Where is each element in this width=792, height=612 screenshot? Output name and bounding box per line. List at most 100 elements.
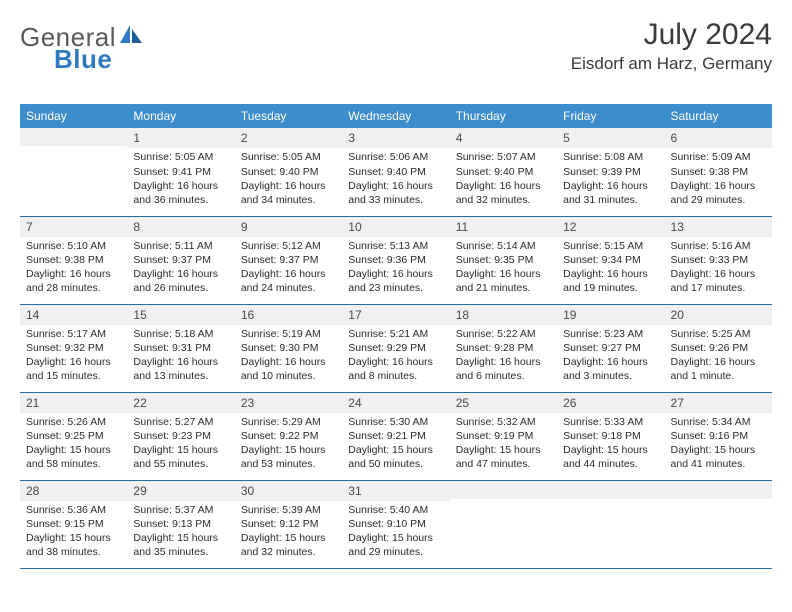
sunrise-text: Sunrise: 5:36 AM [26,503,121,517]
daylight-text: Daylight: 15 hours and 53 minutes. [241,443,336,471]
sunset-text: Sunset: 9:39 PM [563,165,658,179]
sunset-text: Sunset: 9:28 PM [456,341,551,355]
calendar-day-cell: 24Sunrise: 5:30 AMSunset: 9:21 PMDayligh… [342,392,449,480]
brand-text-2: Blue [54,44,112,74]
sunset-text: Sunset: 9:31 PM [133,341,228,355]
sunrise-text: Sunrise: 5:08 AM [563,150,658,164]
sunrise-text: Sunrise: 5:07 AM [456,150,551,164]
calendar-day-cell: 9Sunrise: 5:12 AMSunset: 9:37 PMDaylight… [235,216,342,304]
daylight-text: Daylight: 15 hours and 50 minutes. [348,443,443,471]
day-details: Sunrise: 5:36 AMSunset: 9:15 PMDaylight:… [20,501,127,564]
sunrise-text: Sunrise: 5:09 AM [671,150,766,164]
calendar-day-cell: 13Sunrise: 5:16 AMSunset: 9:33 PMDayligh… [665,216,772,304]
sunrise-text: Sunrise: 5:05 AM [241,150,336,164]
day-number: 17 [342,305,449,325]
calendar-day-cell: 19Sunrise: 5:23 AMSunset: 9:27 PMDayligh… [557,304,664,392]
calendar-week-row: 28Sunrise: 5:36 AMSunset: 9:15 PMDayligh… [20,480,772,568]
sunrise-text: Sunrise: 5:39 AM [241,503,336,517]
daylight-text: Daylight: 15 hours and 44 minutes. [563,443,658,471]
sail-icon [118,23,144,50]
day-details: Sunrise: 5:15 AMSunset: 9:34 PMDaylight:… [557,237,664,300]
day-details: Sunrise: 5:05 AMSunset: 9:40 PMDaylight:… [235,148,342,211]
day-details: Sunrise: 5:26 AMSunset: 9:25 PMDaylight:… [20,413,127,476]
calendar-day-cell: 21Sunrise: 5:26 AMSunset: 9:25 PMDayligh… [20,392,127,480]
day-details: Sunrise: 5:11 AMSunset: 9:37 PMDaylight:… [127,237,234,300]
day-details: Sunrise: 5:21 AMSunset: 9:29 PMDaylight:… [342,325,449,388]
daylight-text: Daylight: 15 hours and 38 minutes. [26,531,121,559]
day-details: Sunrise: 5:13 AMSunset: 9:36 PMDaylight:… [342,237,449,300]
day-details: Sunrise: 5:08 AMSunset: 9:39 PMDaylight:… [557,148,664,211]
sunset-text: Sunset: 9:13 PM [133,517,228,531]
sunrise-text: Sunrise: 5:10 AM [26,239,121,253]
calendar-week-row: 21Sunrise: 5:26 AMSunset: 9:25 PMDayligh… [20,392,772,480]
calendar-day-cell: 2Sunrise: 5:05 AMSunset: 9:40 PMDaylight… [235,128,342,216]
daylight-text: Daylight: 16 hours and 31 minutes. [563,179,658,207]
calendar-day-cell [665,480,772,568]
weekday-header: Thursday [450,104,557,128]
sunrise-text: Sunrise: 5:23 AM [563,327,658,341]
sunrise-text: Sunrise: 5:14 AM [456,239,551,253]
day-number: 26 [557,393,664,413]
sunrise-text: Sunrise: 5:18 AM [133,327,228,341]
day-details: Sunrise: 5:25 AMSunset: 9:26 PMDaylight:… [665,325,772,388]
calendar-day-cell: 20Sunrise: 5:25 AMSunset: 9:26 PMDayligh… [665,304,772,392]
daylight-text: Daylight: 16 hours and 26 minutes. [133,267,228,295]
calendar-day-cell: 25Sunrise: 5:32 AMSunset: 9:19 PMDayligh… [450,392,557,480]
sunset-text: Sunset: 9:33 PM [671,253,766,267]
weekday-header: Sunday [20,104,127,128]
month-title: July 2024 [571,18,772,52]
calendar-day-cell: 14Sunrise: 5:17 AMSunset: 9:32 PMDayligh… [20,304,127,392]
day-number: 9 [235,217,342,237]
sunrise-text: Sunrise: 5:32 AM [456,415,551,429]
daylight-text: Daylight: 16 hours and 15 minutes. [26,355,121,383]
sunrise-text: Sunrise: 5:17 AM [26,327,121,341]
day-number: 18 [450,305,557,325]
daylight-text: Daylight: 16 hours and 3 minutes. [563,355,658,383]
day-number: 11 [450,217,557,237]
sunrise-text: Sunrise: 5:13 AM [348,239,443,253]
day-number: 15 [127,305,234,325]
daylight-text: Daylight: 16 hours and 17 minutes. [671,267,766,295]
calendar-day-cell: 27Sunrise: 5:34 AMSunset: 9:16 PMDayligh… [665,392,772,480]
sunset-text: Sunset: 9:30 PM [241,341,336,355]
sunrise-text: Sunrise: 5:40 AM [348,503,443,517]
day-number: 31 [342,481,449,501]
day-details: Sunrise: 5:30 AMSunset: 9:21 PMDaylight:… [342,413,449,476]
sunset-text: Sunset: 9:40 PM [348,165,443,179]
day-number: 13 [665,217,772,237]
day-number [450,481,557,499]
day-number: 20 [665,305,772,325]
calendar-day-cell: 31Sunrise: 5:40 AMSunset: 9:10 PMDayligh… [342,480,449,568]
daylight-text: Daylight: 15 hours and 35 minutes. [133,531,228,559]
day-number: 16 [235,305,342,325]
sunset-text: Sunset: 9:38 PM [26,253,121,267]
calendar-day-cell: 18Sunrise: 5:22 AMSunset: 9:28 PMDayligh… [450,304,557,392]
sunset-text: Sunset: 9:34 PM [563,253,658,267]
daylight-text: Daylight: 16 hours and 13 minutes. [133,355,228,383]
day-number [665,481,772,499]
weekday-header: Tuesday [235,104,342,128]
day-number: 22 [127,393,234,413]
calendar-table: SundayMondayTuesdayWednesdayThursdayFrid… [20,104,772,569]
calendar-day-cell [557,480,664,568]
sunset-text: Sunset: 9:23 PM [133,429,228,443]
sunset-text: Sunset: 9:38 PM [671,165,766,179]
sunrise-text: Sunrise: 5:19 AM [241,327,336,341]
daylight-text: Daylight: 15 hours and 47 minutes. [456,443,551,471]
day-details: Sunrise: 5:18 AMSunset: 9:31 PMDaylight:… [127,325,234,388]
calendar-page: General July 2024 Eisdorf am Harz, Germa… [0,0,792,579]
day-number: 23 [235,393,342,413]
calendar-day-cell: 26Sunrise: 5:33 AMSunset: 9:18 PMDayligh… [557,392,664,480]
calendar-day-cell: 29Sunrise: 5:37 AMSunset: 9:13 PMDayligh… [127,480,234,568]
daylight-text: Daylight: 16 hours and 8 minutes. [348,355,443,383]
sunset-text: Sunset: 9:40 PM [241,165,336,179]
day-details: Sunrise: 5:19 AMSunset: 9:30 PMDaylight:… [235,325,342,388]
day-details: Sunrise: 5:17 AMSunset: 9:32 PMDaylight:… [20,325,127,388]
day-number: 3 [342,128,449,148]
sunset-text: Sunset: 9:12 PM [241,517,336,531]
calendar-week-row: 1Sunrise: 5:05 AMSunset: 9:41 PMDaylight… [20,128,772,216]
sunset-text: Sunset: 9:22 PM [241,429,336,443]
daylight-text: Daylight: 16 hours and 21 minutes. [456,267,551,295]
sunset-text: Sunset: 9:19 PM [456,429,551,443]
sunrise-text: Sunrise: 5:26 AM [26,415,121,429]
